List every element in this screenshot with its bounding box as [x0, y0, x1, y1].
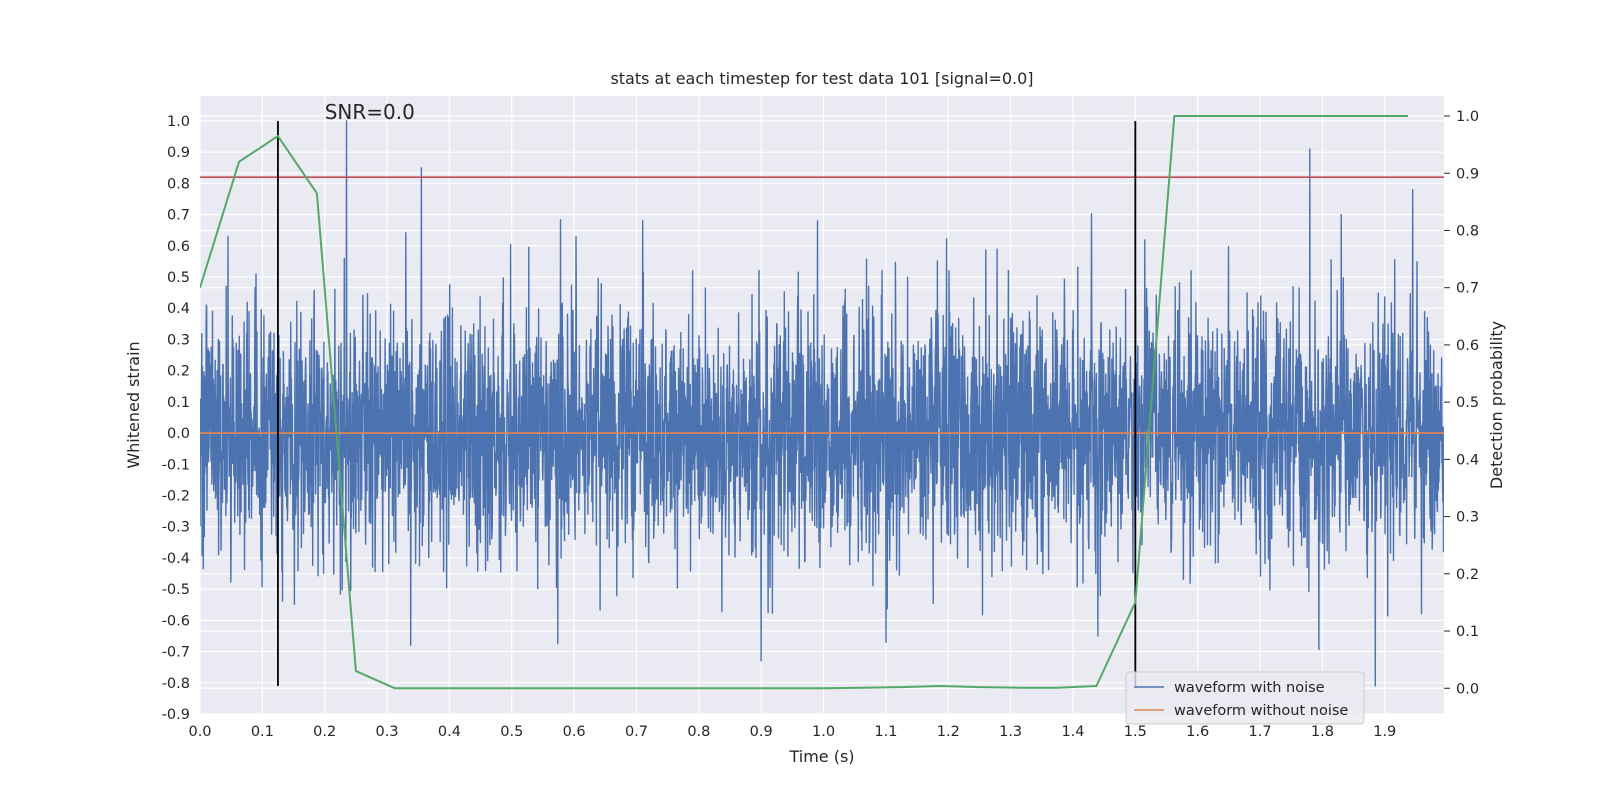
y-tick-label: -0.3: [162, 520, 190, 536]
y-right-tick-label: 0.0: [1456, 681, 1479, 697]
legend-box: [1125, 671, 1365, 725]
y-tick-label: 0.1: [167, 395, 190, 411]
y-tick-label: -0.2: [162, 489, 190, 505]
x-axis-label: Time (s): [788, 747, 854, 766]
y-axis-right-label: Detection probability: [1487, 321, 1506, 489]
y-right-tick-label: 0.4: [1456, 452, 1479, 468]
x-tick-label: 1.2: [937, 724, 960, 740]
y-tick-label: -0.5: [162, 582, 190, 598]
y-right-tick-label: 0.1: [1456, 624, 1479, 640]
y-tick-label: 0.4: [167, 301, 190, 317]
y-right-tick-label: 0.9: [1456, 166, 1479, 182]
y-tick-label: -0.7: [162, 645, 190, 661]
x-tick-label: 0.4: [438, 724, 461, 740]
x-tick-label: 0.3: [376, 724, 399, 740]
y-tick-label: 0.0: [167, 426, 190, 442]
y-tick-label: -0.1: [162, 457, 190, 473]
legend-label-clean: waveform without noise: [1174, 703, 1348, 719]
chart-title: stats at each timestep for test data 101…: [610, 69, 1033, 88]
series-waveform-with-noise: [200, 120, 1444, 687]
x-tick-label: 1.3: [999, 724, 1022, 740]
x-tick-label: 0.5: [500, 724, 523, 740]
series-layer: [200, 115, 1444, 690]
y-right-tick-label: 1.0: [1456, 109, 1479, 125]
y-tick-label: 0.9: [167, 145, 190, 161]
y-right-tick-label: 0.8: [1456, 223, 1479, 239]
x-tick-label: 0.7: [625, 724, 648, 740]
x-tick-label: 1.5: [1124, 724, 1147, 740]
y-tick-label: 0.2: [167, 364, 190, 380]
y-tick-label: 0.8: [167, 176, 190, 192]
y-right-tick-label: 0.7: [1456, 281, 1479, 297]
y-right-tick-label: 0.5: [1456, 395, 1479, 411]
y-tick-label: 0.5: [167, 270, 190, 286]
y-right-tick-label: 0.6: [1456, 338, 1479, 354]
y-right-tick-label: 0.2: [1456, 567, 1479, 583]
series-detection-probability: [200, 115, 1409, 690]
y-tick-label: -0.9: [162, 707, 190, 723]
x-tick-label: 0.8: [687, 724, 710, 740]
x-tick-label: 0.9: [750, 724, 773, 740]
y-tick-label: 0.7: [167, 208, 190, 224]
x-tick-label: 1.6: [1186, 724, 1209, 740]
x-tick-label: 1.9: [1373, 724, 1396, 740]
y-right-tick-label: 0.3: [1456, 510, 1479, 526]
legend-label-noisy: waveform with noise: [1174, 680, 1325, 696]
y-tick-label: -0.8: [162, 676, 190, 692]
y-tick-label: -0.6: [162, 613, 190, 629]
x-tick-label: 1.7: [1249, 724, 1272, 740]
y-tick-label: -0.4: [162, 551, 190, 567]
y-tick-label: 0.6: [167, 239, 190, 255]
y-tick-label: 1.0: [167, 114, 190, 130]
x-tick-label: 1.8: [1311, 724, 1334, 740]
x-tick-label: 0.1: [251, 724, 274, 740]
y-tick-label: 0.3: [167, 332, 190, 348]
y-axis-label: Whitened strain: [124, 341, 143, 468]
x-tick-label: 1.1: [874, 724, 897, 740]
x-tick-label: 1.0: [812, 724, 835, 740]
legend: waveform with noise waveform without noi…: [1125, 671, 1365, 725]
x-tick-label: 1.4: [1061, 724, 1084, 740]
axis-layer: 0.0 0.1 0.2 0.3 0.4 0.5 0.6 0.7 0.8 0.9 1.0 1.1 1.2 1…: [162, 109, 1479, 740]
x-tick-label: 0.6: [563, 724, 586, 740]
snr-annotation: SNR=0.0: [325, 100, 415, 124]
x-tick-label: 0.2: [313, 724, 336, 740]
x-tick-label: 0.0: [188, 724, 211, 740]
